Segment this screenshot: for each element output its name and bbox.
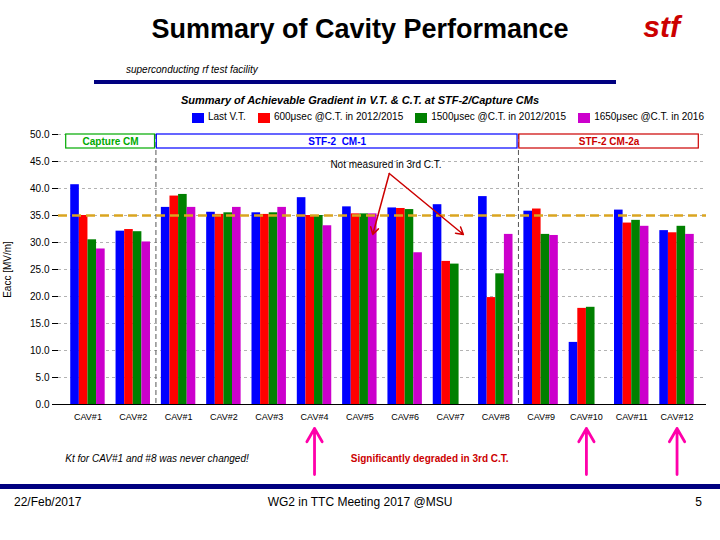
svg-text:CAV#12: CAV#12 — [661, 412, 694, 422]
html-text:stf: stf — [643, 10, 680, 43]
svg-text:STF-2 CM-2a: STF-2 CM-2a — [579, 136, 640, 147]
svg-text:0.0: 0.0 — [36, 399, 50, 410]
svg-text:CAV#6: CAV#6 — [391, 412, 419, 422]
html-text:1650μsec @C.T. in 2016: 1650μsec @C.T. in 2016 — [594, 111, 704, 123]
svg-text:Capture CM: Capture CM — [83, 136, 139, 147]
svg-text:10.0: 10.0 — [30, 345, 50, 356]
svg-text:Kt for CAV#1 and #8 was never: Kt for CAV#1 and #8 was never changed! — [65, 453, 249, 464]
svg-text:45.0: 45.0 — [30, 156, 50, 167]
html-text:superconducting rf test facili: superconducting rf test facility — [126, 64, 258, 75]
svg-text:35.0: 35.0 — [30, 210, 50, 221]
svg-text:STF-2 CM-1: STF-2 CM-1 — [308, 136, 366, 147]
svg-text:CAV#4: CAV#4 — [301, 412, 329, 422]
svg-text:20.0: 20.0 — [30, 291, 50, 302]
svg-text:CAV#1: CAV#1 — [74, 412, 102, 422]
svg-text:CAV#3: CAV#3 — [255, 412, 283, 422]
svg-text:Not measured in 3rd C.T.: Not measured in 3rd C.T. — [330, 159, 441, 170]
svg-text:CAV#5: CAV#5 — [346, 412, 374, 422]
svg-text:CAV#2: CAV#2 — [119, 412, 147, 422]
svg-text:25.0: 25.0 — [30, 264, 50, 275]
svg-text:50.0: 50.0 — [30, 129, 50, 140]
svg-text:CAV#8: CAV#8 — [482, 412, 510, 422]
html-text:22/Feb/2017: 22/Feb/2017 — [14, 495, 82, 509]
svg-text:CAV#1: CAV#1 — [165, 412, 193, 422]
svg-text:15.0: 15.0 — [30, 318, 50, 329]
html-text:Last V.T.: Last V.T. — [207, 111, 246, 123]
svg-text:CAV#10: CAV#10 — [570, 412, 603, 422]
svg-text:Significantly degraded in 3rd: Significantly degraded in 3rd C.T. — [351, 453, 509, 464]
svg-text:CAV#2: CAV#2 — [210, 412, 238, 422]
svg-text:CAV#9: CAV#9 — [527, 412, 555, 422]
html-text:Summary of Cavity Performance: Summary of Cavity Performance — [151, 14, 569, 44]
svg-text:CAV#11: CAV#11 — [616, 412, 648, 422]
svg-text:CAV#7: CAV#7 — [437, 412, 465, 422]
html-text:5: 5 — [695, 495, 702, 509]
svg-text:30.0: 30.0 — [30, 237, 50, 248]
svg-text:5.0: 5.0 — [36, 372, 50, 383]
html-text:WG2 in TTC Meeting 2017 @MSU: WG2 in TTC Meeting 2017 @MSU — [267, 495, 453, 509]
html-text:Summary of Achievable Gradient: Summary of Achievable Gradient in V.T. &… — [180, 94, 540, 106]
html-text:600μsec @C.T. in 2012/2015: 600μsec @C.T. in 2012/2015 — [273, 111, 404, 123]
html-text:1500μsec @C.T. in 2012/2015: 1500μsec @C.T. in 2012/2015 — [431, 111, 567, 123]
svg-text:Eacc [MV/m]: Eacc [MV/m] — [2, 241, 13, 298]
svg-text:40.0: 40.0 — [30, 183, 50, 194]
